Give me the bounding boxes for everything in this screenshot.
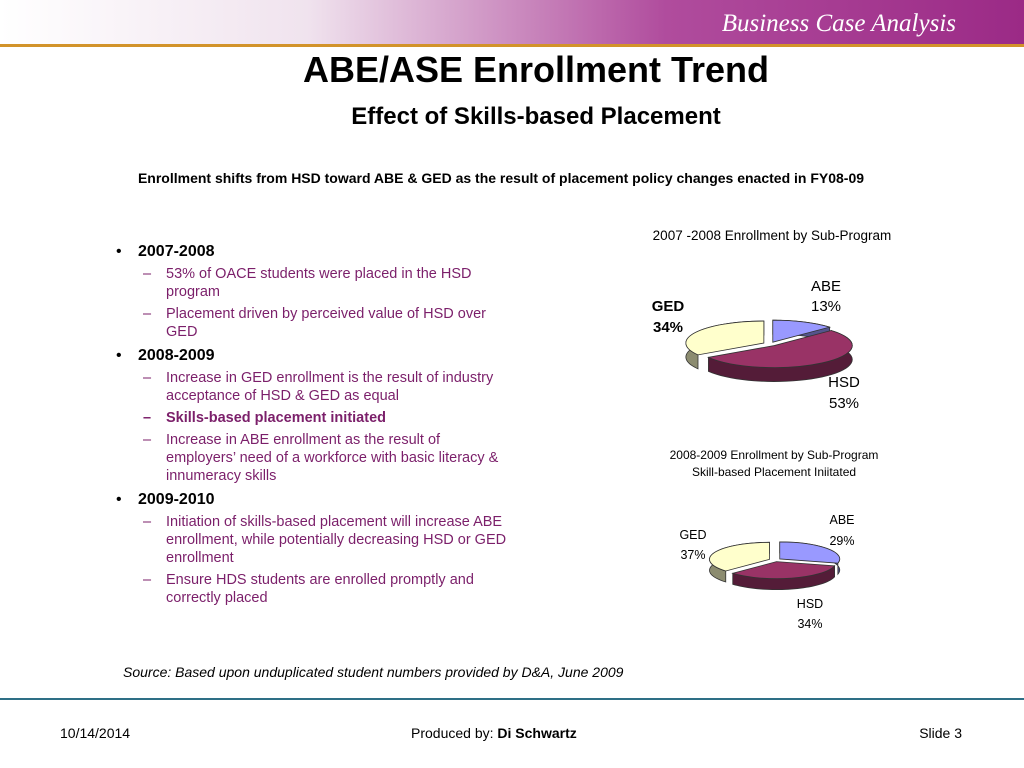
footer-slide-number: Slide 3 xyxy=(919,725,962,741)
slice-value-ged: 34% xyxy=(653,319,683,336)
chart-title: 2007 -2008 Enrollment by Sub-Program xyxy=(653,228,892,243)
slice-value-abe: 29% xyxy=(829,534,854,548)
pie-slice-hsd xyxy=(707,330,853,368)
slice-label-hsd: HSD xyxy=(797,597,823,611)
sub-bullet-item: –53% of OACE students were placed in the… xyxy=(138,265,511,301)
sub-bullet-item: – Placement driven by perceived value of … xyxy=(138,305,511,341)
sub-bullet-item: – Skills-based placement initiated xyxy=(138,409,511,427)
sub-bullet-item: – Increase in GED enrollment is the resul… xyxy=(138,369,511,405)
bullet-heading: 2007-2008 xyxy=(138,243,215,260)
slice-value-ged: 37% xyxy=(680,548,705,562)
footer-date: 10/14/2014 xyxy=(60,725,131,741)
slide-summary: Enrollment shifts from HSD toward ABE & … xyxy=(137,170,865,186)
pie-slice-ged xyxy=(709,541,770,572)
pie-chart-2008-2009: 2008-2009 Enrollment by Sub-Program Skil… xyxy=(640,440,910,635)
pie-slices xyxy=(709,541,841,591)
bullet-heading: 2009-2010 xyxy=(138,491,215,508)
header-accent-stripe xyxy=(0,44,1024,47)
produced-by-name: Di Schwartz xyxy=(497,725,577,741)
sub-bullet-list: – Increase in GED enrollment is the resul… xyxy=(138,369,526,485)
sub-bullet-item: – Increase in ABE enrollment as the resul… xyxy=(138,431,511,485)
dash-icon: – xyxy=(143,410,152,426)
bullet-list: • 2007-2008–53% of OACE students were pla… xyxy=(116,243,526,613)
sub-bullet-text: Placement driven by perceived value of H… xyxy=(166,306,486,340)
pie-chart-2007-2008: 2007 -2008 Enrollment by Sub-Program ABE… xyxy=(600,222,950,422)
slice-label-abe: ABE xyxy=(811,278,841,295)
sub-bullet-text: 53% of OACE students were placed in the … xyxy=(166,266,472,300)
pie-slice-ged xyxy=(685,320,765,356)
bullet-heading: 2008-2009 xyxy=(138,347,215,364)
slice-label-ged: GED xyxy=(679,528,706,542)
dash-icon: – xyxy=(143,370,152,386)
pie-chart-2008-2009-canvas: 2008-2009 Enrollment by Sub-Program Skil… xyxy=(670,448,879,631)
bullet-item: • 2007-2008 –53% of OACE students were pla… xyxy=(116,243,526,341)
chart-title: 2008-2009 Enrollment by Sub-Program xyxy=(670,448,879,462)
chart-subtitle: Skill-based Placement Iniitated xyxy=(692,465,856,479)
sub-bullet-text: Increase in ABE enrollment as the result… xyxy=(166,432,499,484)
sub-bullet-text: Increase in GED enrollment is the result… xyxy=(166,370,494,404)
header-bar xyxy=(0,0,1024,44)
dash-icon: – xyxy=(143,266,152,282)
slice-label-ged: GED xyxy=(652,298,685,315)
sub-bullet-item: – Initiation of skills-based placement wi… xyxy=(138,513,511,567)
sub-bullet-list: –53% of OACE students were placed in the… xyxy=(138,265,526,341)
sub-bullet-text: Initiation of skills-based placement wil… xyxy=(166,514,507,566)
dash-icon: – xyxy=(143,306,152,322)
slide-title: ABE/ASE Enrollment Trend xyxy=(302,49,770,90)
sub-bullet-item: – Ensure HDS students are enrolled prompt… xyxy=(138,571,511,607)
pie-slice-abe xyxy=(779,541,841,564)
dash-icon: – xyxy=(143,572,152,588)
slice-label-hsd: HSD xyxy=(828,374,860,391)
pie-slice-hsd xyxy=(731,561,836,580)
footer-divider xyxy=(0,698,1024,700)
pie-slices xyxy=(685,319,853,382)
dash-icon: – xyxy=(143,432,152,448)
sub-bullet-list: – Initiation of skills-based placement wi… xyxy=(138,513,526,607)
slice-value-hsd: 34% xyxy=(797,617,822,631)
header-title: Business Case Analysis xyxy=(721,10,956,37)
produced-by-label: Produced by: xyxy=(411,725,494,741)
bullet-dot-icon: • xyxy=(116,347,122,364)
pie-chart-2007-2008-canvas: 2007 -2008 Enrollment by Sub-Program ABE… xyxy=(652,228,892,412)
footer-produced-by: Produced by: Di Schwartz xyxy=(411,725,577,741)
bullet-item: • 2009-2010 – Initiation of skills-based pl… xyxy=(116,491,526,607)
bullet-item: • 2008-2009– Increase in GED enrollment is… xyxy=(116,347,526,485)
bullet-dot-icon: • xyxy=(116,243,122,260)
pie-slice-abe xyxy=(772,319,832,343)
dash-icon: – xyxy=(143,514,152,530)
slice-value-abe: 13% xyxy=(811,298,841,315)
slice-value-hsd: 53% xyxy=(829,395,859,412)
slide-subtitle: Effect of Skills-based Placement xyxy=(351,103,721,130)
bullet-dot-icon: • xyxy=(116,491,122,508)
sub-bullet-text: Skills-based placement initiated xyxy=(166,410,386,426)
sub-bullet-text: Ensure HDS students are enrolled promptl… xyxy=(166,572,474,606)
source-note: Source: Based upon unduplicated student … xyxy=(123,664,624,680)
slice-label-abe: ABE xyxy=(829,513,854,527)
